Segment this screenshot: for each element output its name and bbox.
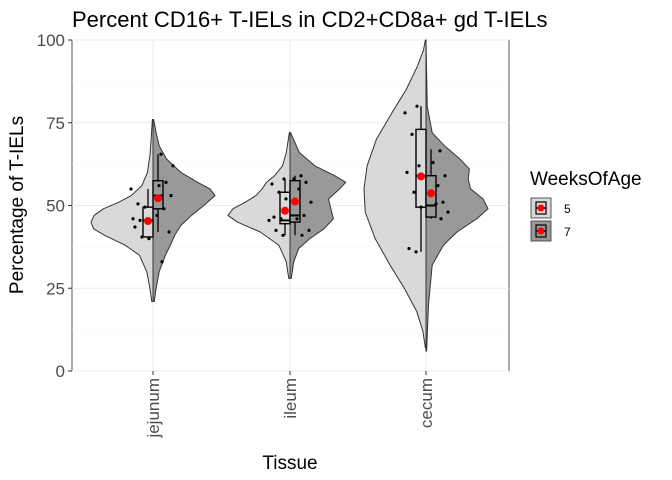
data-point xyxy=(138,218,142,222)
data-point xyxy=(297,187,301,191)
data-point xyxy=(160,260,164,264)
violin-half xyxy=(227,132,291,279)
x-axis-label: Tissue xyxy=(262,453,317,474)
data-point xyxy=(140,235,144,239)
data-point xyxy=(131,217,135,221)
data-point xyxy=(405,170,409,174)
data-point xyxy=(295,217,299,221)
data-point xyxy=(147,237,151,241)
legend-label: 5 xyxy=(564,202,571,216)
x-tick-label: jejunum xyxy=(144,378,163,439)
data-point xyxy=(302,213,306,218)
data-point xyxy=(436,184,440,188)
violin-half xyxy=(90,118,154,302)
y-axis: 0 25 50 75 100 xyxy=(37,31,72,381)
data-point xyxy=(415,104,419,108)
mean-point xyxy=(417,172,425,181)
data-point xyxy=(446,210,450,214)
data-point xyxy=(304,180,308,184)
data-point xyxy=(167,230,171,234)
data-point xyxy=(441,200,445,204)
data-point xyxy=(307,228,311,232)
data-point xyxy=(414,250,418,254)
data-point xyxy=(277,190,281,194)
box xyxy=(415,128,427,208)
data-point xyxy=(292,177,296,181)
violin-half xyxy=(425,39,489,352)
mean-point xyxy=(154,194,162,203)
violin-half xyxy=(289,132,347,279)
y-tick-label: 100 xyxy=(37,31,65,50)
data-point xyxy=(281,233,285,237)
data-point xyxy=(439,217,443,221)
data-point xyxy=(407,246,411,251)
mean-point xyxy=(281,206,289,215)
data-point xyxy=(169,193,173,198)
y-axis-label: Percentage of T-IELs xyxy=(7,116,28,294)
data-point xyxy=(443,174,447,178)
chart-title: Percent CD16+ T-IELs in CD2+CD8a+ gd T-I… xyxy=(72,7,547,32)
data-point xyxy=(272,215,276,219)
mean-point xyxy=(291,197,299,206)
data-point xyxy=(143,205,147,209)
data-point xyxy=(133,225,137,229)
violin-half xyxy=(363,39,427,349)
data-point xyxy=(274,228,278,232)
data-point xyxy=(284,197,288,201)
x-tick-label: ileum xyxy=(281,378,300,419)
legend-key-mean xyxy=(537,227,545,235)
data-point xyxy=(419,205,423,209)
data-point xyxy=(171,164,175,168)
data-point xyxy=(417,164,421,168)
data-point xyxy=(438,149,442,153)
violin-half xyxy=(152,118,216,302)
x-tick-label: cecum xyxy=(417,378,436,428)
data-point xyxy=(431,160,435,165)
mean-point xyxy=(427,189,435,198)
data-point xyxy=(155,213,159,218)
data-point xyxy=(282,177,286,181)
data-point xyxy=(129,187,133,191)
data-point xyxy=(164,180,168,184)
legend-label: 7 xyxy=(564,225,571,239)
data-point xyxy=(267,218,271,222)
data-point xyxy=(412,190,416,194)
x-axis: jejunum ileum cecum xyxy=(144,371,436,439)
y-tick-label: 0 xyxy=(56,362,65,381)
data-point xyxy=(403,111,407,115)
data-point xyxy=(300,233,304,237)
data-point xyxy=(309,200,313,204)
legend-key-mean xyxy=(537,204,545,212)
data-point xyxy=(157,184,161,188)
y-tick-label: 25 xyxy=(46,279,65,298)
data-point xyxy=(162,207,166,211)
data-point xyxy=(434,202,438,206)
y-tick-label: 75 xyxy=(46,114,65,133)
y-tick-label: 50 xyxy=(46,197,65,216)
legend: WeeksOfAge 5 7 xyxy=(530,169,642,242)
legend-title: WeeksOfAge xyxy=(530,169,642,190)
mean-point xyxy=(144,217,152,226)
data-point xyxy=(270,182,274,186)
data-point xyxy=(299,174,303,178)
data-point xyxy=(136,202,140,206)
data-point xyxy=(279,217,283,221)
plot-marks xyxy=(90,39,489,352)
data-point xyxy=(159,152,163,156)
data-point xyxy=(410,132,414,136)
